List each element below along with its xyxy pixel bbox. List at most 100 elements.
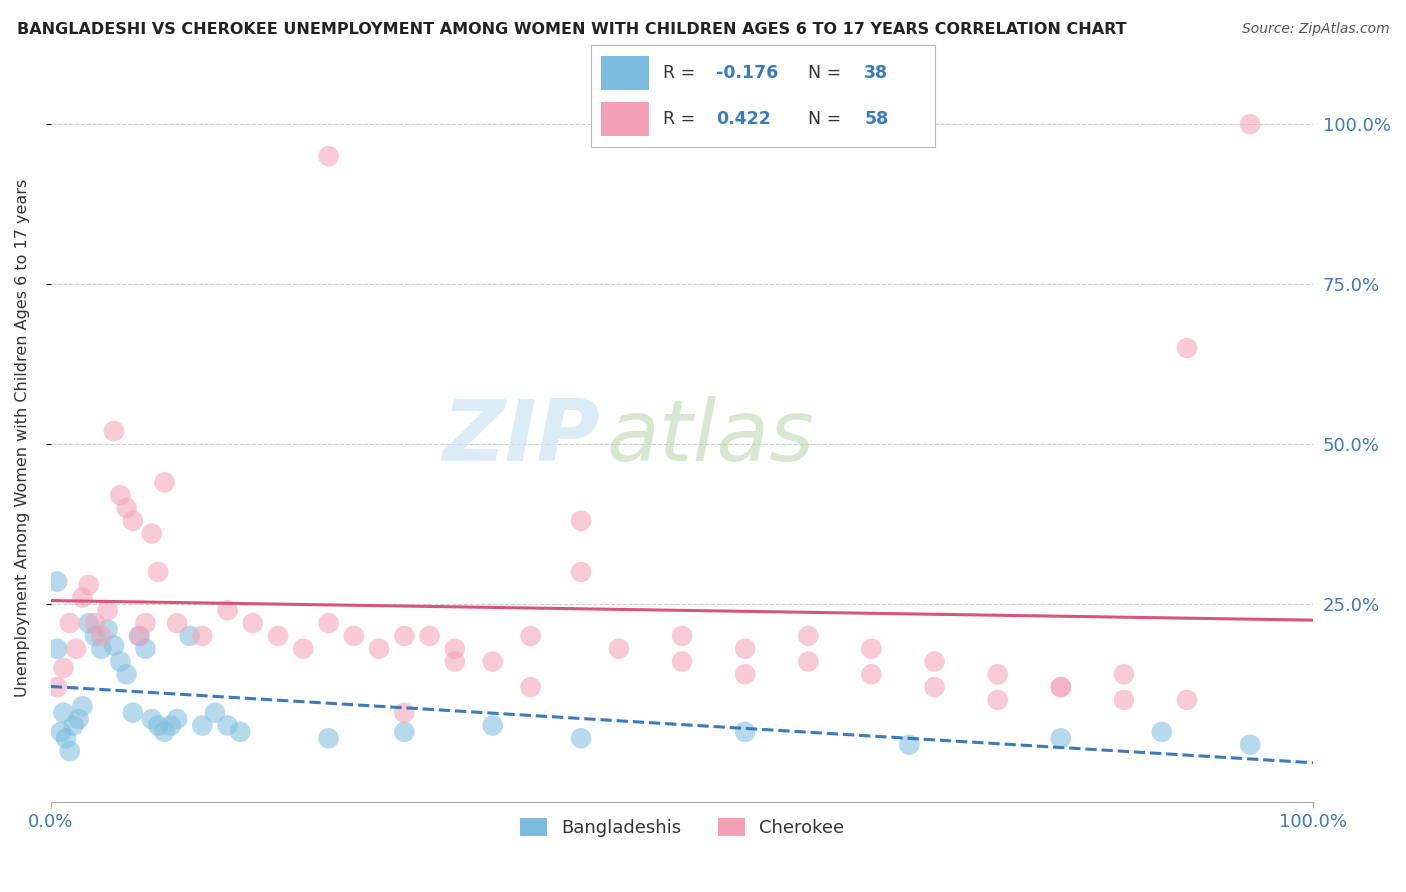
Y-axis label: Unemployment Among Women with Children Ages 6 to 17 years: Unemployment Among Women with Children A… — [15, 178, 30, 697]
Point — [987, 667, 1010, 681]
Text: 38: 38 — [865, 64, 889, 82]
Point — [569, 565, 592, 579]
Point — [318, 731, 340, 746]
Point — [1049, 680, 1071, 694]
Point — [146, 718, 169, 732]
Point — [671, 629, 693, 643]
Point — [191, 718, 214, 732]
Point — [1239, 117, 1261, 131]
Point — [569, 731, 592, 746]
Point — [318, 616, 340, 631]
Point — [52, 706, 75, 720]
Point — [1175, 341, 1198, 355]
Point — [67, 712, 90, 726]
Text: Source: ZipAtlas.com: Source: ZipAtlas.com — [1241, 22, 1389, 37]
Point — [146, 565, 169, 579]
Point — [46, 641, 69, 656]
Point — [65, 641, 87, 656]
Point — [1112, 693, 1135, 707]
Point — [898, 738, 921, 752]
Point — [1049, 731, 1071, 746]
Point — [46, 680, 69, 694]
Point — [97, 623, 120, 637]
Text: R =: R = — [662, 64, 700, 82]
Point — [1112, 667, 1135, 681]
Text: 0.422: 0.422 — [716, 110, 770, 128]
Point — [62, 718, 84, 732]
Point — [46, 574, 69, 589]
Point — [103, 639, 125, 653]
Point — [924, 655, 946, 669]
Point — [90, 641, 112, 656]
Point — [191, 629, 214, 643]
Bar — [600, 56, 650, 90]
Point — [134, 616, 156, 631]
Point — [166, 616, 188, 631]
Point — [242, 616, 264, 631]
Point — [481, 655, 503, 669]
Point — [443, 641, 465, 656]
Point — [519, 629, 541, 643]
Point — [267, 629, 290, 643]
Text: 58: 58 — [865, 110, 889, 128]
Text: R =: R = — [662, 110, 700, 128]
Point — [179, 629, 201, 643]
Point — [734, 641, 756, 656]
Point — [217, 718, 239, 732]
Point — [55, 731, 77, 746]
Point — [72, 591, 94, 605]
Point — [671, 655, 693, 669]
Point — [394, 629, 416, 643]
Point — [141, 526, 163, 541]
Point — [394, 725, 416, 739]
Point — [1175, 693, 1198, 707]
Point — [987, 693, 1010, 707]
Point — [607, 641, 630, 656]
Point — [59, 616, 82, 631]
Text: N =: N = — [807, 64, 846, 82]
Point — [318, 149, 340, 163]
Point — [77, 616, 100, 631]
Text: BANGLADESHI VS CHEROKEE UNEMPLOYMENT AMONG WOMEN WITH CHILDREN AGES 6 TO 17 YEAR: BANGLADESHI VS CHEROKEE UNEMPLOYMENT AMO… — [17, 22, 1126, 37]
Point — [141, 712, 163, 726]
Point — [734, 667, 756, 681]
Point — [110, 488, 132, 502]
Point — [368, 641, 391, 656]
Point — [134, 641, 156, 656]
Text: N =: N = — [807, 110, 846, 128]
Point — [72, 699, 94, 714]
Point — [90, 629, 112, 643]
Point — [166, 712, 188, 726]
Legend: Bangladeshis, Cherokee: Bangladeshis, Cherokee — [513, 811, 852, 845]
Point — [110, 655, 132, 669]
Point — [84, 629, 107, 643]
Point — [115, 501, 138, 516]
Point — [97, 603, 120, 617]
Text: -0.176: -0.176 — [716, 64, 779, 82]
Point — [122, 514, 145, 528]
Point — [1049, 680, 1071, 694]
Point — [860, 667, 883, 681]
Point — [419, 629, 441, 643]
Point — [128, 629, 150, 643]
Point — [159, 718, 181, 732]
Point — [128, 629, 150, 643]
Point — [343, 629, 366, 643]
Point — [394, 706, 416, 720]
Text: atlas: atlas — [606, 396, 814, 479]
Point — [443, 655, 465, 669]
Point — [229, 725, 252, 739]
Text: ZIP: ZIP — [443, 396, 600, 479]
Point — [59, 744, 82, 758]
Point — [797, 655, 820, 669]
Point — [519, 680, 541, 694]
Point — [153, 725, 176, 739]
Point — [49, 725, 72, 739]
Point — [734, 725, 756, 739]
Point — [115, 667, 138, 681]
Point — [204, 706, 226, 720]
Point — [77, 578, 100, 592]
Point — [860, 641, 883, 656]
Point — [84, 616, 107, 631]
Point — [122, 706, 145, 720]
